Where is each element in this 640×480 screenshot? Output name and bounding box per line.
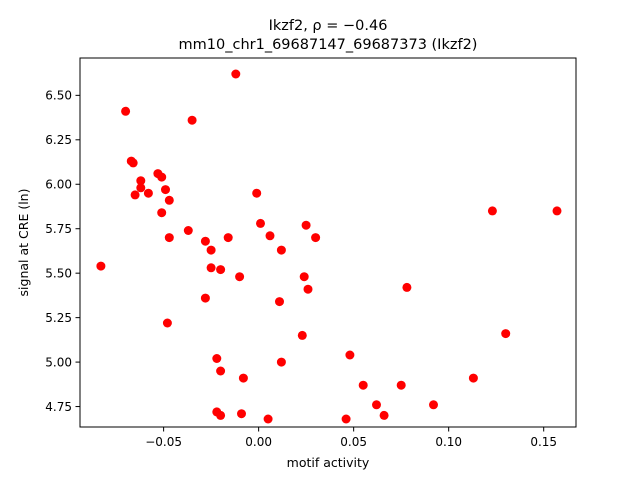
y-tick-label: 6.00: [45, 178, 72, 192]
data-points: [96, 69, 562, 424]
data-point-50: [429, 400, 438, 410]
data-point-15: [183, 226, 193, 235]
data-point-21: [212, 354, 222, 363]
data-point-51: [468, 373, 478, 383]
data-point-20: [206, 263, 216, 273]
x-axis-ticks: −0.05 0.00 0.05 0.10 0.15: [145, 427, 557, 449]
data-point-18: [200, 293, 210, 303]
data-point-40: [301, 220, 311, 230]
data-point-29: [237, 409, 246, 419]
data-point-49: [402, 282, 412, 292]
data-point-1: [121, 106, 131, 116]
data-point-26: [223, 233, 233, 243]
data-point-45: [358, 380, 368, 390]
data-point-17: [200, 236, 210, 246]
data-point-28: [235, 272, 245, 282]
y-tick-label: 5.75: [45, 222, 72, 236]
y-tick-label: 5.00: [45, 355, 72, 369]
plot-frame: [79, 57, 577, 428]
data-point-4: [130, 190, 140, 200]
data-point-9: [157, 172, 167, 182]
data-point-14: [162, 318, 172, 328]
data-point-52: [487, 206, 497, 216]
data-point-23: [216, 265, 226, 275]
x-tick-label: 0.15: [530, 435, 557, 449]
data-point-10: [157, 208, 167, 218]
data-point-31: [252, 188, 262, 198]
data-point-24: [216, 366, 226, 376]
y-tick-label: 6.50: [45, 89, 72, 103]
data-point-27: [231, 69, 241, 79]
data-point-13: [164, 233, 174, 243]
data-point-12: [164, 195, 174, 205]
x-tick-label: −0.05: [145, 435, 182, 449]
y-tick-label: 5.25: [45, 311, 72, 325]
y-tick-label: 5.50: [45, 266, 72, 280]
data-point-30: [238, 373, 248, 383]
y-axis-label: signal at CRE (ln): [16, 189, 31, 297]
data-point-41: [303, 284, 313, 294]
data-point-11: [161, 185, 170, 195]
data-point-19: [206, 245, 216, 255]
x-tick-label: 0.05: [340, 435, 367, 449]
data-point-16: [187, 115, 197, 125]
y-tick-label: 4.75: [45, 400, 72, 414]
data-point-47: [379, 410, 389, 420]
data-point-33: [265, 231, 275, 241]
data-point-3: [128, 158, 138, 168]
data-point-36: [276, 245, 286, 255]
data-point-44: [345, 350, 355, 360]
data-point-39: [299, 272, 309, 282]
data-point-46: [372, 400, 381, 410]
data-point-5: [136, 176, 146, 186]
data-point-25: [216, 410, 226, 420]
y-tick-label: 6.25: [45, 133, 72, 147]
data-point-7: [143, 188, 153, 198]
data-point-32: [256, 218, 265, 228]
chart-title-line2: mm10_chr1_69687147_69687373 (Ikzf2): [179, 37, 478, 53]
x-axis-label: motif activity: [287, 455, 370, 470]
data-point-35: [275, 297, 284, 307]
data-point-54: [552, 206, 562, 216]
data-point-37: [276, 357, 286, 367]
data-point-43: [341, 414, 351, 424]
data-point-38: [297, 330, 307, 340]
data-point-6: [136, 183, 146, 193]
data-point-53: [501, 329, 511, 339]
data-point-48: [396, 380, 406, 390]
y-axis-ticks: 4.75 5.00 5.25 5.50 5.75 6.00 6.25 6.50: [45, 89, 80, 414]
x-tick-label: 0.00: [245, 435, 272, 449]
chart-title-line1: Ikzf2, ρ = −0.46: [269, 18, 388, 34]
data-point-34: [263, 414, 273, 424]
data-point-42: [311, 233, 321, 243]
x-tick-label: 0.10: [435, 435, 462, 449]
data-point-0: [96, 261, 106, 271]
